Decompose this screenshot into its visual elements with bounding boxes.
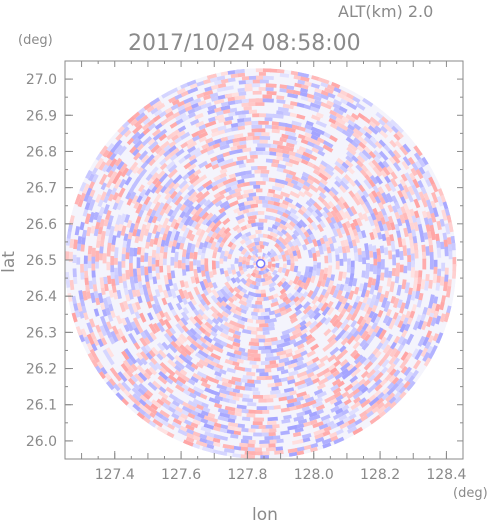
y-tick-label: 26.9 [26, 108, 57, 124]
axis-ticks: 127.4 127.6 127.8 128.0 128.2 128.4 26.0 26.1 26… [26, 61, 467, 483]
y-tick-label: 26.6 [26, 217, 57, 233]
x-tick-label: 127.6 [161, 467, 201, 483]
y-unit-label: (deg) [18, 33, 53, 48]
datetime-title: 2017/10/24 08:58:00 [128, 31, 361, 56]
y-tick-label: 26.5 [26, 253, 57, 269]
x-tick-label: 127.4 [95, 467, 135, 483]
x-unit-label: (deg) [453, 486, 488, 501]
y-tick-label: 26.2 [26, 362, 57, 378]
y-axis-title: lat [0, 251, 19, 273]
y-tick-label: 26.3 [26, 325, 57, 341]
x-tick-label: 127.8 [227, 467, 267, 483]
x-tick-label: 128.2 [360, 467, 400, 483]
y-tick-label: 26.1 [26, 398, 57, 414]
x-axis-title: lon [252, 505, 278, 521]
radar-site-marker [255, 258, 266, 269]
y-tick-label: 26.7 [26, 181, 57, 197]
radar-field [64, 68, 457, 459]
altitude-label: ALT(km) 2.0 [338, 2, 433, 21]
y-tick-label: 27.0 [26, 72, 57, 88]
y-tick-label: 26.4 [26, 289, 57, 305]
x-tick-label: 128.4 [426, 467, 466, 483]
y-tick-label: 26.8 [26, 144, 57, 160]
y-tick-label: 26.0 [26, 434, 57, 450]
x-tick-label: 128.0 [294, 467, 334, 483]
